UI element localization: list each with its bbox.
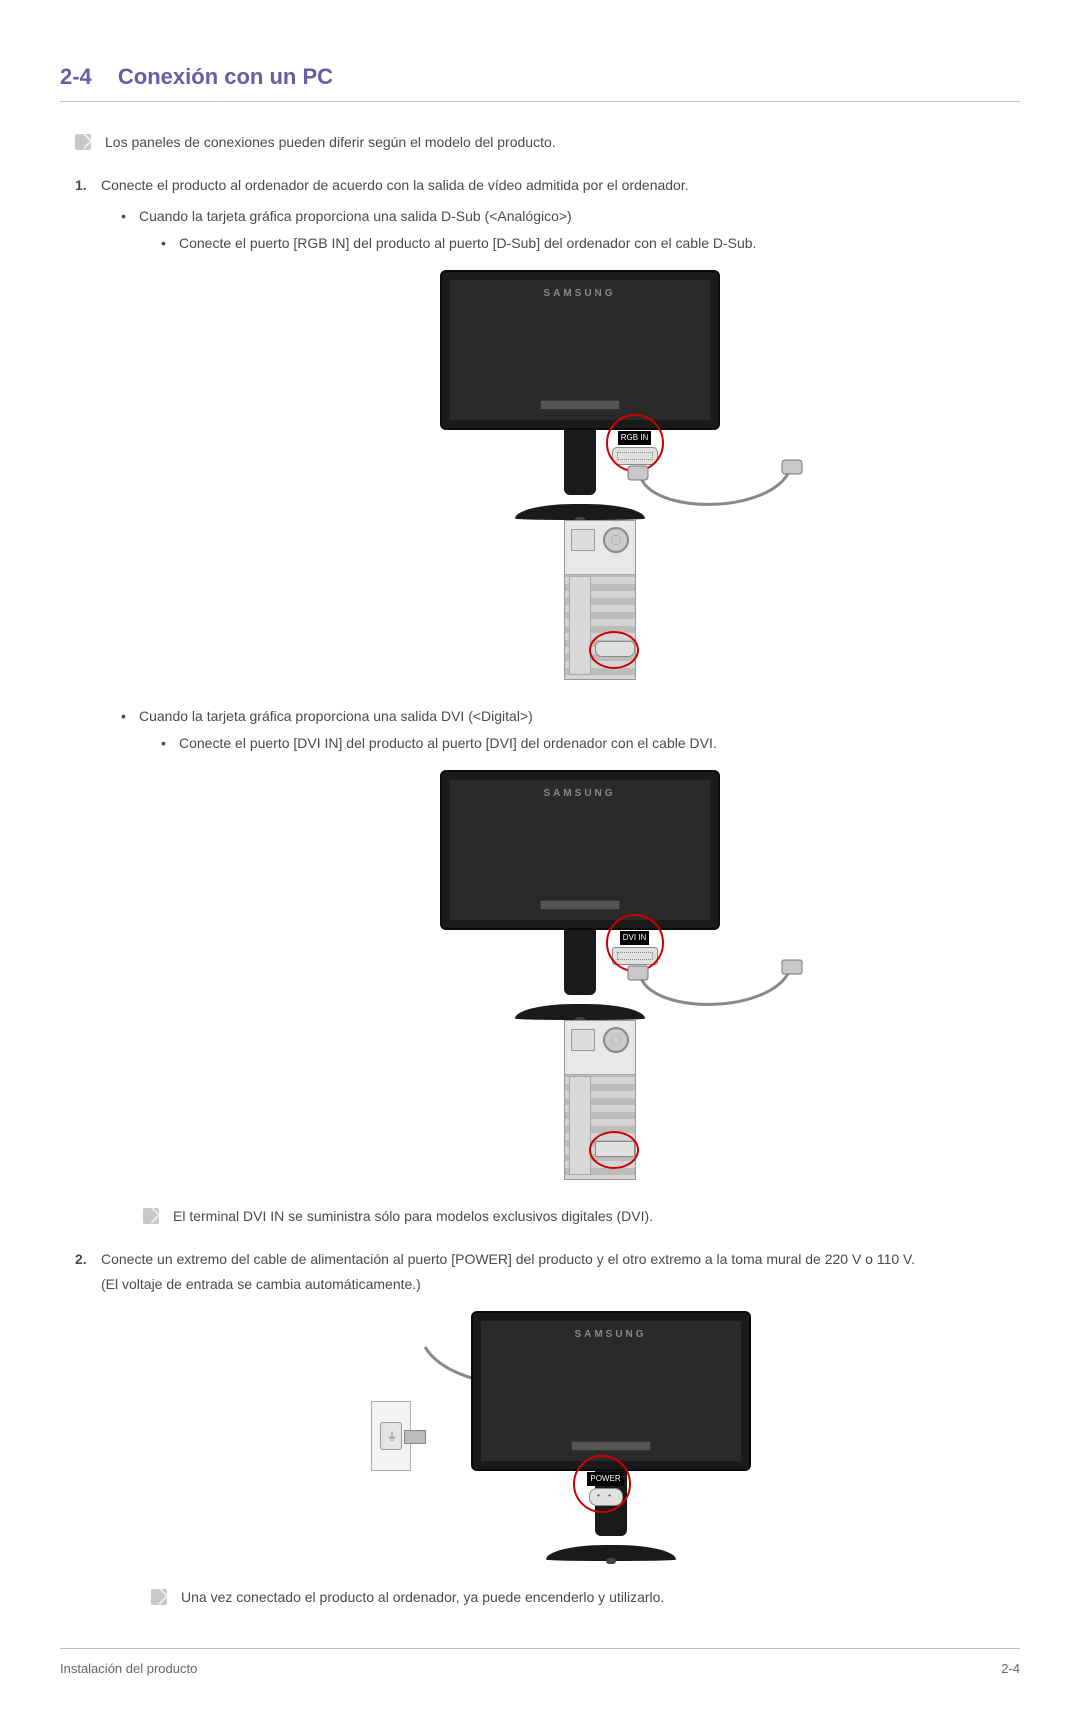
monitor-illustration: SAMSUNG DVI IN	[440, 770, 720, 1020]
steps-list: Conecte el producto al ordenador de acue…	[75, 175, 1020, 1608]
footer-left: Instalación del producto	[60, 1659, 197, 1679]
page-footer: Instalación del producto 2-4	[60, 1648, 1020, 1679]
pc-illustration	[564, 1020, 636, 1180]
step1-text: Conecte el producto al ordenador de acue…	[101, 177, 689, 193]
step2-sub: (El voltaje de entrada se cambia automát…	[101, 1274, 1020, 1295]
brand-logo: SAMSUNG	[473, 1327, 749, 1342]
note-general: Los paneles de conexiones pueden diferir…	[75, 132, 1020, 153]
highlight-ring-icon	[589, 1131, 639, 1169]
section-number: 2-4	[60, 64, 92, 89]
section-title: Conexión con un PC	[118, 64, 333, 89]
wall-outlet-icon	[371, 1401, 411, 1471]
monitor-illustration: SAMSUNG POWER	[471, 1311, 751, 1561]
case-dvi-sub-text: Conecte el puerto [DVI IN] del producto …	[179, 735, 717, 751]
case-dsub-instr: Conecte el puerto [RGB IN] del producto …	[157, 233, 1020, 254]
figure-rgb: SAMSUNG RGB IN	[139, 270, 1020, 680]
pc-illustration	[564, 520, 636, 680]
footer-right: 2-4	[1001, 1659, 1020, 1679]
section-heading: 2-4 Conexión con un PC	[60, 60, 1020, 102]
highlight-ring-icon	[589, 631, 639, 669]
brand-logo: SAMSUNG	[442, 286, 718, 301]
step2-text: Conecte un extremo del cable de alimenta…	[101, 1251, 915, 1267]
dvi-label: DVI IN	[620, 931, 650, 945]
power-label: POWER	[587, 1472, 623, 1486]
case-dsub-sub: Conecte el puerto [RGB IN] del producto …	[157, 233, 1020, 254]
figure-power: SAMSUNG POWER	[101, 1311, 1020, 1561]
case-dvi: Cuando la tarjeta gráfica proporciona un…	[117, 706, 1020, 1227]
note-dvi-text: El terminal DVI IN se suministra sólo pa…	[173, 1206, 653, 1227]
case-dsub: Cuando la tarjeta gráfica proporciona un…	[117, 206, 1020, 680]
note-power-text: Una vez conectado el producto al ordenad…	[181, 1587, 664, 1608]
step-2: Conecte un extremo del cable de alimenta…	[75, 1249, 1020, 1608]
case-dvi-sub: Conecte el puerto [DVI IN] del producto …	[157, 733, 1020, 754]
note-dvi: El terminal DVI IN se suministra sólo pa…	[143, 1206, 1020, 1227]
note-text: Los paneles de conexiones pueden diferir…	[105, 132, 556, 153]
step-1: Conecte el producto al ordenador de acue…	[75, 175, 1020, 1227]
step1-cases: Cuando la tarjeta gráfica proporciona un…	[117, 206, 1020, 1227]
monitor-illustration: SAMSUNG RGB IN	[440, 270, 720, 520]
note-icon	[75, 134, 91, 150]
figure-dvi: SAMSUNG DVI IN	[139, 770, 1020, 1180]
case-dvi-instr: Conecte el puerto [DVI IN] del producto …	[157, 733, 1020, 754]
case-dvi-text: Cuando la tarjeta gráfica proporciona un…	[139, 708, 533, 724]
note-icon	[143, 1208, 159, 1224]
rgb-label: RGB IN	[618, 431, 652, 445]
brand-logo: SAMSUNG	[442, 786, 718, 801]
note-power: Una vez conectado el producto al ordenad…	[151, 1587, 1020, 1608]
case-dsub-text: Cuando la tarjeta gráfica proporciona un…	[139, 208, 572, 224]
case-dsub-sub-text: Conecte el puerto [RGB IN] del producto …	[179, 235, 756, 251]
note-icon	[151, 1589, 167, 1605]
